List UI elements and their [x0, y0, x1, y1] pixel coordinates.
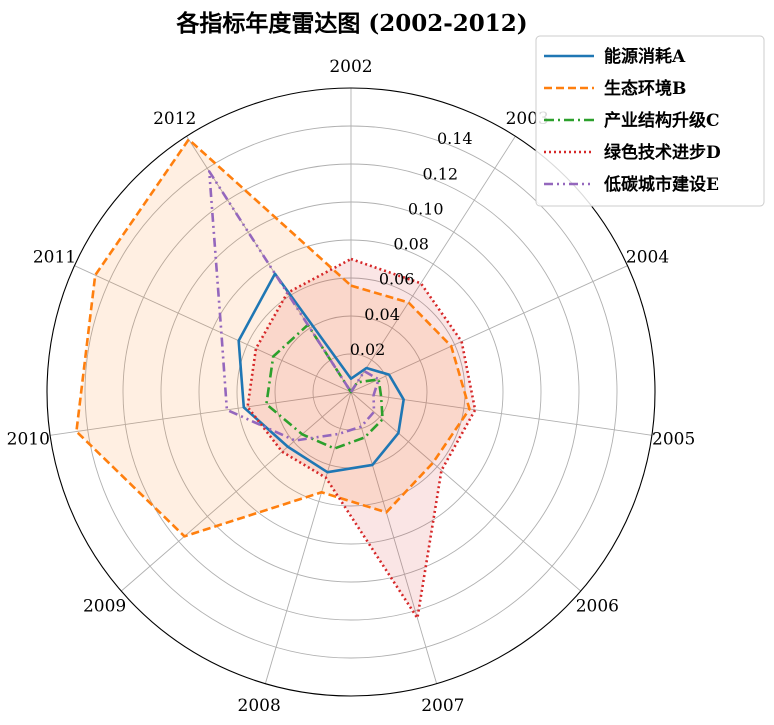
category-labels: 2002200320042005200620072008200920102011… — [7, 57, 696, 716]
legend-label: 产业结构升级C — [604, 110, 720, 131]
grid-spoke — [120, 391, 352, 592]
radial-tick-label: 0.12 — [422, 164, 458, 183]
radial-tick-label: 0.04 — [364, 305, 400, 324]
category-label: 2010 — [7, 429, 50, 449]
category-label: 2008 — [238, 696, 281, 716]
grid-spoke — [350, 391, 582, 592]
series-line — [265, 323, 384, 450]
series-lines — [75, 138, 477, 620]
grid-spoke — [350, 391, 652, 436]
legend-label: 低碳城市建设E — [603, 174, 719, 195]
category-label: 2002 — [329, 57, 372, 77]
grid-spoke — [264, 391, 352, 684]
grid-spoke — [74, 265, 352, 393]
category-label: 2006 — [576, 596, 619, 616]
radial-tick-label: 0.08 — [393, 235, 429, 254]
legend-label: 能源消耗A — [604, 46, 686, 67]
legend: 能源消耗A 生态环境B 产业结构升级C 绿色技术进步D 低碳城市建设E — [535, 35, 765, 207]
series-fill — [76, 139, 470, 537]
radial-tick-labels: 0.02 0.04 0.06 0.08 0.10 0.12 0.14 — [350, 129, 473, 359]
grid-spoke — [350, 265, 628, 393]
radial-tick-label: 0.10 — [408, 199, 444, 218]
category-label: 2009 — [83, 596, 126, 616]
legend-box — [535, 35, 765, 207]
category-label: 2011 — [33, 248, 76, 268]
legend-label: 绿色技术进步D — [604, 142, 721, 163]
series-line — [75, 138, 471, 538]
grid-spoke — [50, 391, 352, 436]
series-line — [237, 272, 405, 474]
radial-tick-label: 0.14 — [437, 129, 473, 148]
category-label: 2007 — [421, 696, 464, 716]
radial-tick-label: 0.02 — [350, 340, 386, 359]
radar-grid — [46, 87, 656, 697]
chart-title: 各指标年度雷达图 (2002-2012) — [175, 10, 527, 37]
grid-spoke — [350, 136, 516, 393]
grid-spoke — [350, 391, 438, 684]
category-label: 2012 — [153, 109, 196, 129]
legend-label: 生态环境B — [604, 78, 686, 99]
series-line — [207, 170, 380, 442]
category-label: 2004 — [626, 248, 669, 268]
polar-frame — [46, 87, 656, 697]
radial-tick-label: 0.06 — [379, 270, 415, 289]
grid-spoke — [186, 136, 352, 393]
category-label: 2005 — [652, 429, 695, 449]
